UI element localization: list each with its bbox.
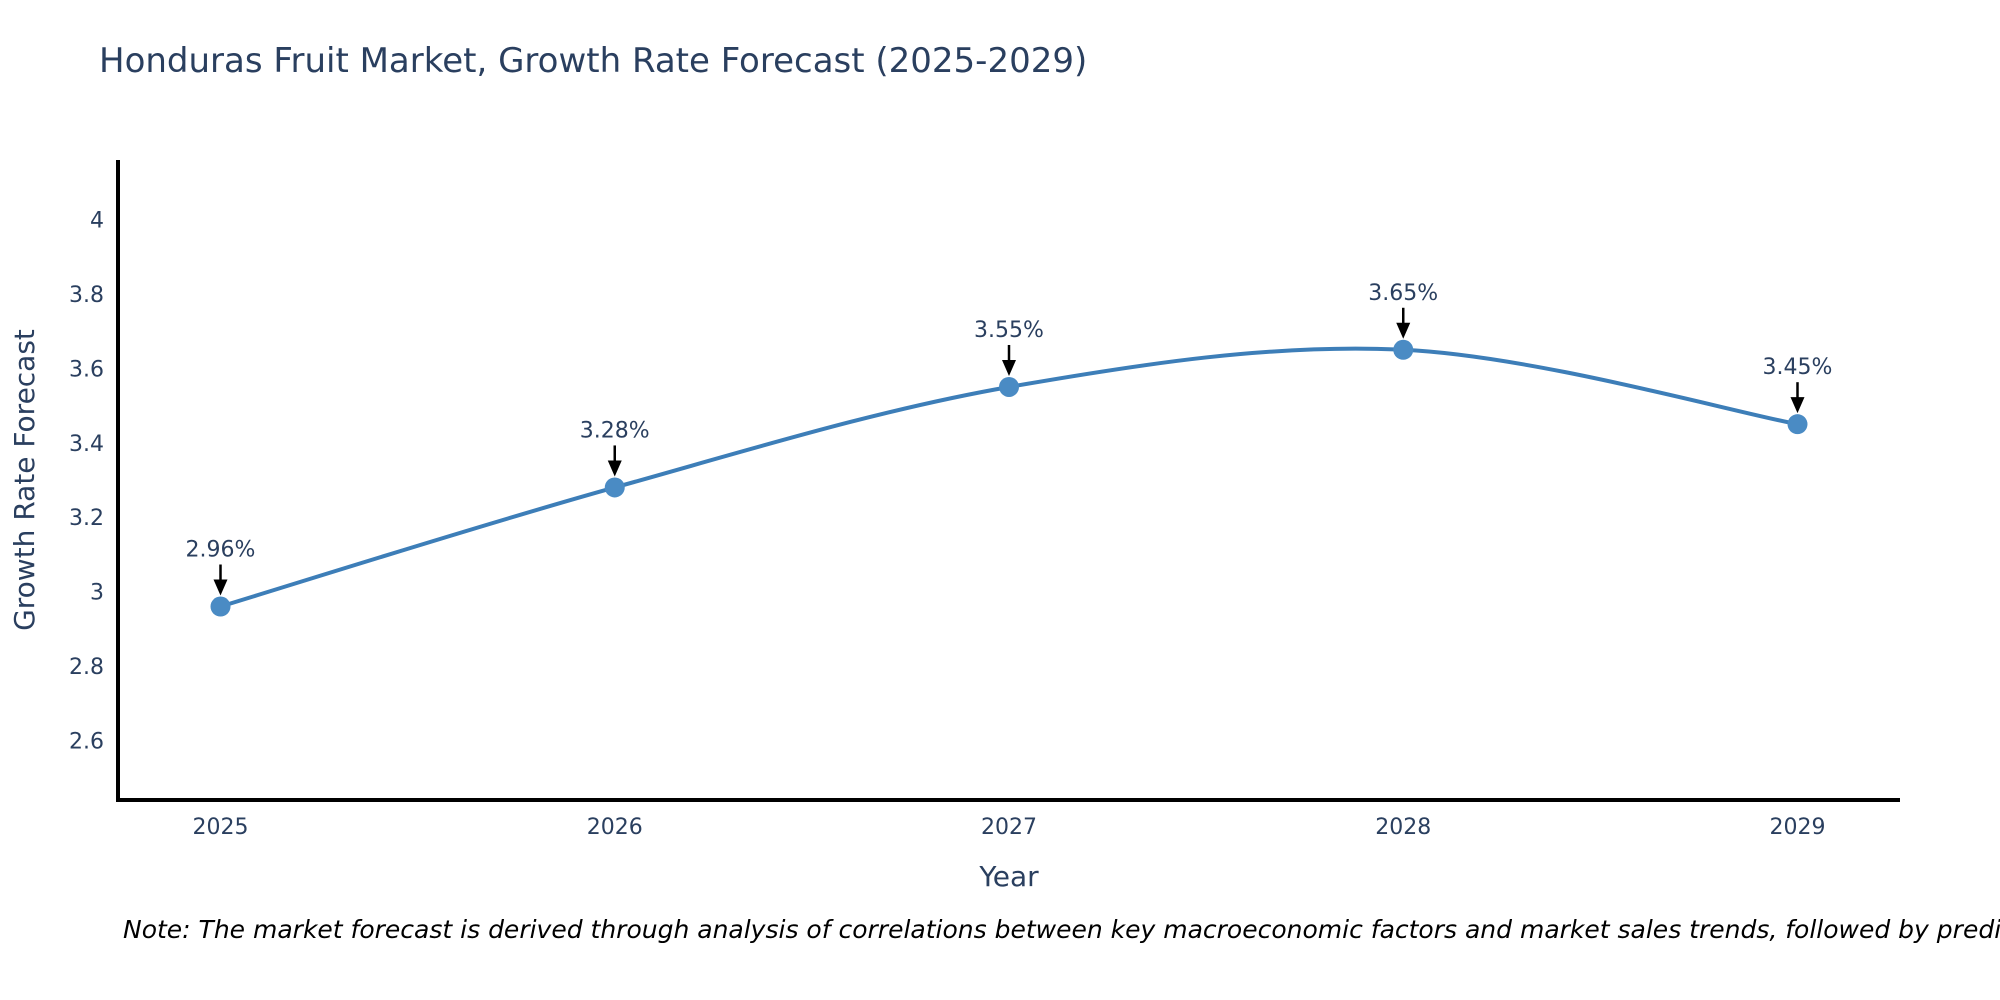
annotation-arrow-head-icon — [213, 579, 228, 596]
y-tick-label: 3.8 — [69, 283, 104, 308]
x-tick-label: 2029 — [1769, 815, 1825, 840]
y-tick-label: 3 — [90, 581, 104, 606]
data-point-marker — [1787, 414, 1808, 435]
data-point-label: 3.28% — [580, 418, 650, 443]
annotation-arrow-head-icon — [1790, 397, 1805, 414]
data-point-marker — [999, 376, 1019, 397]
data-point-label: 2.96% — [186, 538, 256, 563]
y-tick-label: 3.4 — [69, 432, 104, 457]
x-tick-label: 2025 — [193, 815, 249, 840]
annotation-arrow-head-icon — [1002, 359, 1016, 376]
y-tick-label: 4 — [90, 209, 104, 234]
data-point-label: 3.55% — [974, 318, 1044, 343]
annotation-arrow-head-icon — [1396, 322, 1411, 339]
x-tick-label: 2028 — [1375, 815, 1431, 840]
y-tick-label: 2.8 — [69, 655, 104, 680]
x-tick-label: 2027 — [981, 815, 1037, 840]
data-point-marker — [210, 596, 231, 617]
data-point-label: 3.45% — [1763, 355, 1833, 380]
y-tick-label: 2.6 — [69, 729, 104, 754]
y-tick-label: 3.2 — [69, 506, 104, 531]
data-point-label: 3.65% — [1368, 281, 1438, 306]
x-tick-label: 2026 — [587, 815, 643, 840]
x-axis-title: Year — [978, 860, 1039, 893]
data-point-marker — [604, 477, 625, 498]
footnote: Note: The market forecast is derived thr… — [123, 915, 2000, 944]
y-axis-title: Growth Rate Forecast — [8, 329, 41, 631]
annotation-arrow-head-icon — [607, 460, 622, 477]
y-tick-label: 3.6 — [69, 357, 104, 382]
chart-title: Honduras Fruit Market, Growth Rate Forec… — [99, 41, 1088, 81]
data-point-marker — [1393, 339, 1414, 360]
